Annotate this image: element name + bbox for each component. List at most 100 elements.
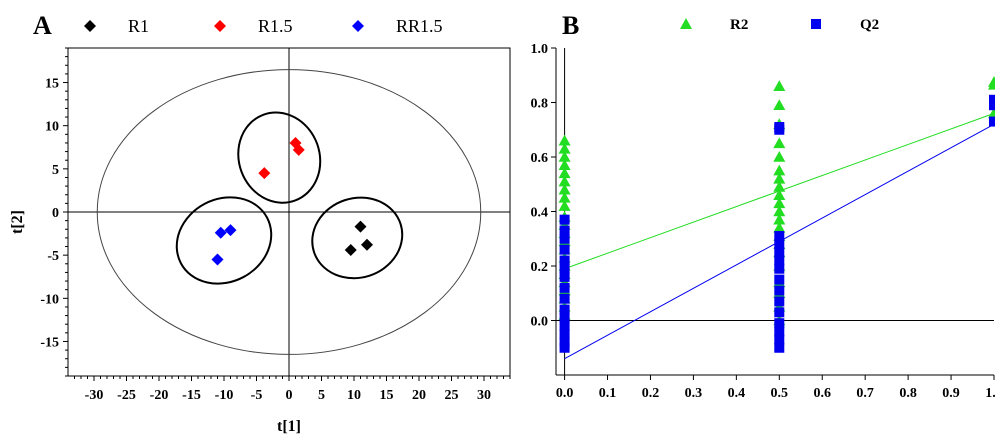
panel-a-x-tick-label: 20 <box>412 388 426 403</box>
panel-b-point-Q2-8 <box>559 293 570 304</box>
panel-a-y-tick-label: 0 <box>52 206 59 221</box>
panel-a-legend-label-R1.5: R1.5 <box>258 16 293 36</box>
panel-b-x-tick-label: 0.7 <box>856 386 874 401</box>
panel-a-y-tick-label: 10 <box>45 120 59 135</box>
panel-a-y-tick-label: -5 <box>47 249 59 264</box>
panel-b-point-Q2-29 <box>774 342 785 353</box>
panel-b-point-R2-1 <box>558 142 571 154</box>
panel-b-point-Q2-30 <box>989 94 995 105</box>
panel-b-point-R2-26 <box>773 151 786 162</box>
panel-a-legend: R1 R1.5 RR1.5 <box>84 16 443 36</box>
panel-a-points <box>211 136 373 266</box>
panel-b: B 0.00.10.20.30.40.50.60.70.80.91.0 0.00… <box>531 11 995 401</box>
panel-a-y-tick-label: 5 <box>52 163 59 178</box>
panel-a-x-tick-label: 25 <box>445 388 459 403</box>
panel-b-point-Q2-18 <box>774 239 785 250</box>
panel-a-confidence-ellipse <box>96 69 482 355</box>
panel-b-point-Q2-2 <box>559 233 570 244</box>
panel-b-point-Q2-17 <box>774 231 785 242</box>
panel-b-y-tick-label: 0.2 <box>531 260 549 275</box>
panel-b-legend-marker-R2 <box>680 18 692 29</box>
panel-b-y-tick-label: 0.8 <box>531 97 549 112</box>
panel-b-y-tick-label: 1.0 <box>531 42 549 57</box>
panel-b-point-R2-30 <box>773 189 786 200</box>
panel-b-legend-label-Q2: Q2 <box>860 17 879 33</box>
panel-a-letter: A <box>33 11 52 40</box>
panel-a-legend-marker-R1.5 <box>214 20 226 32</box>
panel-a-x-tick-label: -10 <box>215 388 234 403</box>
panel-a-point-R1.5-2 <box>258 167 271 180</box>
panel-b-x-tick-label: 0.1 <box>599 386 617 401</box>
panel-a-x-tick-label: -20 <box>150 388 169 403</box>
panel-b-point-R2-34 <box>773 221 786 233</box>
panel-b-y-tick-label: 0.4 <box>531 206 549 221</box>
panel-b-point-R2-32 <box>773 205 786 217</box>
panel-b-x-ticks: 0.0 0.1 0.2 0.3 0.4 0.5 0.6 0.7 0.8 0.9 1.0 <box>556 375 995 401</box>
panel-b-point-R2-8 <box>558 200 571 211</box>
panel-b-point-R2-7 <box>558 191 571 203</box>
panel-a-legend-marker-R1 <box>84 20 96 32</box>
panel-b-point-Q2-28 <box>774 334 785 345</box>
panel-a-axes <box>68 48 510 376</box>
panel-b-x-tick-label: 0.3 <box>685 386 703 401</box>
panel-b-point-Q2-4 <box>559 255 570 266</box>
panel-b-point-Q2-26 <box>774 318 785 329</box>
panel-b-point-Q2-10 <box>559 312 570 323</box>
panel-b-point-Q2-22 <box>774 274 785 285</box>
panel-b-point-Q2-23 <box>774 285 785 296</box>
panel-b-x-tick-label: 0.6 <box>813 386 831 401</box>
panel-a-legend-label-RR1.5: RR1.5 <box>396 16 443 36</box>
panel-a-y-tick-label: -15 <box>40 335 59 350</box>
panel-b-x-tick-label: 0.0 <box>556 386 574 401</box>
panel-b-point-Q2-14 <box>559 342 570 353</box>
panel-b-letter: B <box>562 11 579 40</box>
panel-b-legend: R2 Q2 <box>680 17 879 33</box>
panel-b-point-Q2-1 <box>559 225 570 236</box>
panel-a-x-tick-label: 15 <box>380 388 394 403</box>
panel-a-x-ticks: -30 -25 -20 -15 -10 -5 0 5 10 15 20 25 30 <box>74 376 511 403</box>
panel-b-points <box>558 76 995 353</box>
panel-b-point-Q2-5 <box>559 263 570 274</box>
panel-a-group-ellipse-2 <box>311 196 404 280</box>
panel-b-point-Q2-19 <box>774 247 785 258</box>
panel-b-point-Q2-7 <box>559 282 570 293</box>
panel-b-point-R2-3 <box>558 159 571 170</box>
panel-b-point-Q2-11 <box>559 320 570 331</box>
panel-b-point-Q2-25 <box>774 307 785 318</box>
panel-b-point-R2-28 <box>773 172 786 184</box>
panel-a-point-RR1.5-1 <box>214 226 227 239</box>
panel-a-x-tick-label: -25 <box>117 388 136 403</box>
panel-a-point-R1-2 <box>344 243 357 256</box>
panel-a-point-R1-1 <box>361 238 373 251</box>
panel-a-point-R1-0 <box>354 220 367 233</box>
panel-b-y-tick-label: 0.6 <box>531 151 549 166</box>
panel-b-point-Q2-20 <box>774 255 785 266</box>
panel-b-point-R2-23 <box>773 99 786 111</box>
panel-b-point-R2-4 <box>558 167 571 179</box>
panel-b-x-tick-label: 0.9 <box>942 386 960 401</box>
panel-b-point-Q2-27 <box>774 326 785 337</box>
panel-b-point-R2-5 <box>558 175 571 187</box>
panel-b-point-R2-33 <box>773 213 786 225</box>
panel-b-point-Q2-9 <box>559 304 570 315</box>
panel-b-point-R2-22 <box>773 80 786 91</box>
panel-a-x-tick-label: 30 <box>477 388 491 403</box>
panel-b-y-ticks: 0.0 0.2 0.4 0.6 0.8 1.0 <box>531 42 556 330</box>
panel-b-x-tick-label: 0.5 <box>771 386 789 401</box>
panel-b-point-Q2-24 <box>774 296 785 307</box>
panel-b-point-R2-25 <box>773 137 786 149</box>
panel-b-x-tick-label: 0.2 <box>642 386 660 401</box>
panel-a-group-ellipse-1 <box>175 196 273 285</box>
panel-a: A -30 -25 -20 -15 -10 -5 0 5 10 15 20 25 30 -15 -10 -5… <box>9 11 511 435</box>
panel-b-x-tick-label: 0.8 <box>899 386 917 401</box>
panel-a-legend-marker-RR1.5 <box>352 20 364 32</box>
panel-a-point-R1.5-1 <box>292 143 305 156</box>
panel-b-point-R2-2 <box>558 151 571 162</box>
panel-b-y-tick-label: 0.0 <box>531 315 549 330</box>
panel-a-group-ellipse-0 <box>237 111 322 204</box>
panel-b-point-Q2-0 <box>559 214 570 225</box>
panel-b-point-Q2-21 <box>774 263 785 274</box>
panel-b-legend-label-R2: R2 <box>730 17 748 33</box>
panel-b-point-R2-44 <box>988 78 995 90</box>
